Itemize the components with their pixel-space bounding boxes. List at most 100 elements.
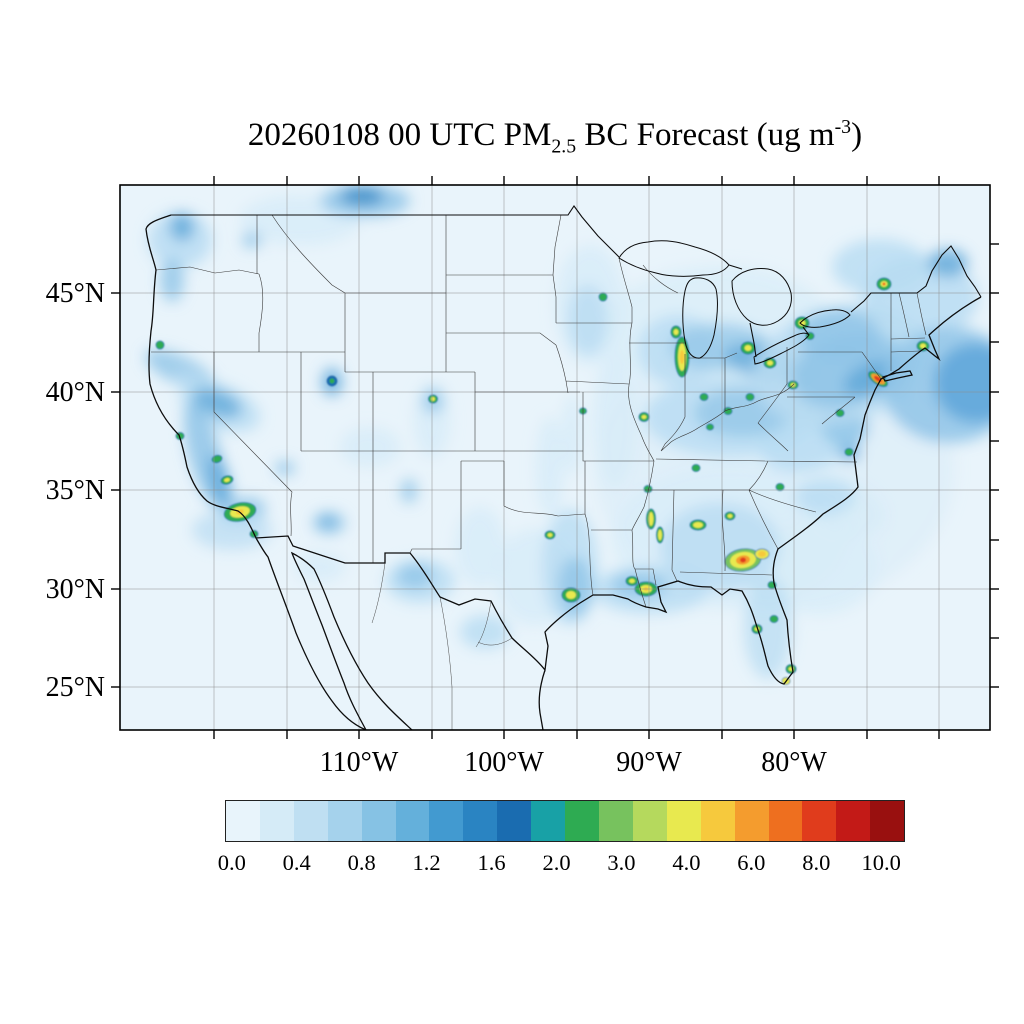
hotspot-bakersfield <box>224 477 230 483</box>
colorbar-cell <box>836 801 871 841</box>
title-superscript: -3 <box>834 116 852 138</box>
axis-tick-labels: 45°N 40°N 35°N 30°N 25°N 110°W 100°W 90°W 80°W <box>46 278 828 778</box>
field-plume <box>455 507 505 587</box>
hotspot-atlanta <box>727 514 733 518</box>
hotspot-birmingham <box>693 522 703 528</box>
field-plume <box>160 258 184 302</box>
colorbar-cell <box>531 801 566 841</box>
field-plume <box>401 479 417 503</box>
hotspot-orlando <box>769 615 779 623</box>
field-plume <box>928 249 968 277</box>
state-borders-layer <box>151 214 927 730</box>
lon-tick-label: 80°W <box>761 747 827 778</box>
title-suffix: ) <box>851 117 863 153</box>
colorbar-cell <box>700 801 735 841</box>
field-plume <box>934 343 990 423</box>
colorbar-cell <box>666 801 701 841</box>
hotspot-fresno <box>211 455 223 463</box>
hotspot-minneapolis <box>598 292 608 302</box>
lat-tick-label: 30°N <box>46 574 105 605</box>
field-plume <box>192 510 272 550</box>
colorbar-cell <box>463 801 498 841</box>
forecast-map-plot: 45°N 40°N 35°N 30°N 25°N 110°W 100°W 90°W 80°W <box>46 176 999 778</box>
hotspot-houston <box>566 591 576 599</box>
colorbar-cell <box>802 801 837 841</box>
hotspot-central-mississippi-2 <box>658 529 662 541</box>
colorbar-tick-label: 6.0 <box>737 850 766 875</box>
colorbar-cell <box>768 801 803 841</box>
field-plume <box>319 516 335 526</box>
field-plume <box>170 213 194 241</box>
hotspot-milwaukee <box>673 329 679 335</box>
hotspot-boston <box>920 343 926 349</box>
colorbar <box>225 800 905 842</box>
title-subscript: 2.5 <box>551 135 577 158</box>
colorbar-tick-label: 0.0 <box>217 850 246 875</box>
hotspot-central-mississippi-1 <box>648 512 654 526</box>
canada-border <box>171 205 982 358</box>
colorbar-cell <box>293 801 328 841</box>
colorbar-cell <box>327 801 362 841</box>
field-plume <box>192 387 242 419</box>
colorbar-tick-label: 1.6 <box>477 850 506 875</box>
title-mid: BC Forecast (ug m <box>576 117 835 153</box>
colorbar-tick-label: 8.0 <box>802 850 831 875</box>
hotspot-cleveland <box>767 360 773 366</box>
field-plume <box>562 395 582 475</box>
hotspot-nashville <box>691 464 701 472</box>
lon-tick-label: 90°W <box>616 747 682 778</box>
hotspot-columbus <box>745 393 755 401</box>
colorbar-tick-label: 3.0 <box>607 850 636 875</box>
hotspot-indianapolis <box>699 393 709 401</box>
colorbar-tick-label: 0.8 <box>347 850 376 875</box>
colorbar-cell <box>497 801 532 841</box>
colorbar-cell <box>259 801 294 841</box>
hotspot-louisville <box>706 423 714 431</box>
hotspot-chicago <box>679 350 685 364</box>
field-plume <box>460 615 510 649</box>
colorbar-tick-label: 0.4 <box>282 850 311 875</box>
colorbar-cell <box>565 801 599 841</box>
field-plume <box>832 239 928 295</box>
hotspot-dallas <box>547 533 553 537</box>
hotspot-washington-dc <box>835 409 845 417</box>
field-plume <box>568 285 608 355</box>
hotspot-baton-rouge <box>629 578 635 584</box>
hotspot-montreal <box>882 282 886 286</box>
colorbar-cell <box>361 801 396 841</box>
hotspot-norfolk <box>844 448 854 456</box>
us-state-borders <box>151 214 927 608</box>
hotspot-south-georgia <box>740 557 746 563</box>
colorbar-tick-label: 1.2 <box>412 850 441 875</box>
lon-tick-label: 110°W <box>320 747 399 778</box>
colorbar-cell <box>429 801 464 841</box>
field-plume <box>340 427 400 467</box>
colorbar-cell <box>734 801 769 841</box>
field-plume <box>397 564 433 588</box>
hotspot-south-georgia-east <box>758 551 766 557</box>
field-plume <box>242 232 262 248</box>
hotspot-detroit <box>744 345 752 351</box>
colorbar-cell <box>632 801 667 841</box>
plot-title: 20260108 00 UTC PM2.5 BC Forecast (ug m-… <box>120 116 990 159</box>
plot-frame <box>119 184 991 731</box>
field-plume <box>536 417 564 517</box>
hotspot-medford-or <box>155 340 165 350</box>
colorbar-labels: 0.0 0.4 0.8 1.2 1.6 2.0 3.0 4.0 6.0 8.0 10.0 <box>218 850 905 878</box>
lat-tick-label: 35°N <box>46 475 105 506</box>
axis-ticks <box>111 176 999 739</box>
field-plume <box>340 187 384 205</box>
field-plume <box>762 519 878 615</box>
colorbar-cell <box>598 801 633 841</box>
coastline <box>145 214 982 730</box>
field-plume <box>796 309 880 361</box>
hotspot-charlotte <box>775 483 785 491</box>
hotspot-salt-lake <box>329 378 335 384</box>
national-borders-layer <box>145 205 982 730</box>
field-plume <box>795 479 855 515</box>
colorbar-cell <box>226 801 260 841</box>
field-plume <box>275 461 295 475</box>
mexico-state-borders <box>371 562 513 730</box>
lat-tick-label: 25°N <box>46 672 105 703</box>
